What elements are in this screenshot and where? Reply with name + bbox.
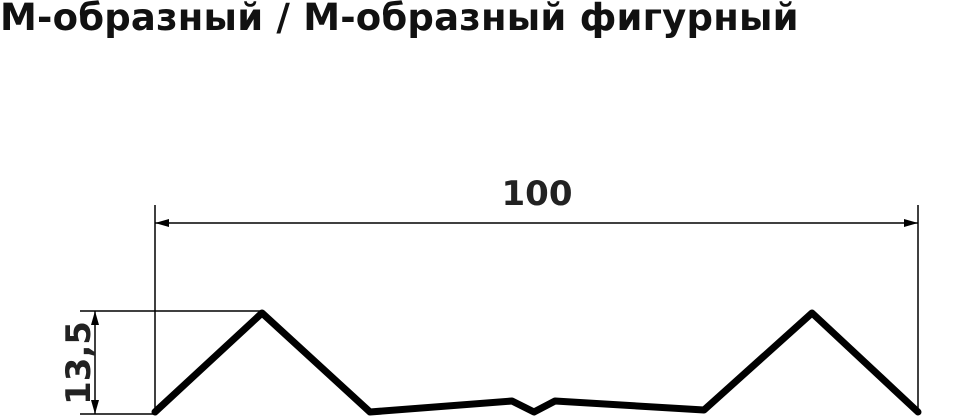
width-dimension: 100	[154, 174, 919, 413]
profile-outline	[151, 309, 922, 416]
height-label: 13,5	[59, 321, 99, 405]
width-label: 100	[502, 174, 573, 214]
page-title: М-образный / М-образный фигурный	[0, 0, 799, 39]
height-dimension: 13,5	[59, 310, 262, 415]
